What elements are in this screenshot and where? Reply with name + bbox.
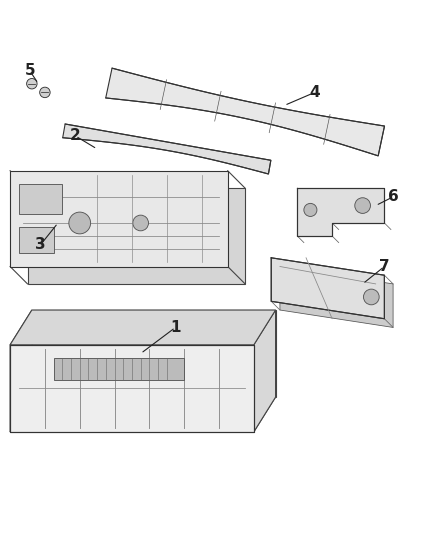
Polygon shape [10,397,276,432]
Polygon shape [10,310,276,345]
Polygon shape [10,171,228,266]
Circle shape [133,215,148,231]
Polygon shape [297,188,385,236]
Circle shape [355,198,371,213]
Bar [53,358,184,379]
Bar [19,184,62,214]
Polygon shape [28,188,245,284]
Text: 5: 5 [25,63,35,78]
Text: 4: 4 [309,85,320,100]
Polygon shape [10,345,254,432]
Circle shape [364,289,379,305]
Circle shape [27,78,37,89]
Polygon shape [106,68,385,156]
Text: 3: 3 [35,237,46,252]
Polygon shape [63,124,271,174]
Polygon shape [10,310,32,432]
Bar [19,228,53,254]
Circle shape [69,212,91,234]
Circle shape [40,87,50,98]
Text: 7: 7 [379,259,390,274]
Circle shape [304,204,317,216]
Text: 1: 1 [170,320,181,335]
Polygon shape [254,310,276,432]
Text: 2: 2 [70,128,81,143]
Text: 6: 6 [388,189,399,204]
Polygon shape [280,266,393,327]
Polygon shape [271,258,385,319]
Polygon shape [32,310,276,397]
